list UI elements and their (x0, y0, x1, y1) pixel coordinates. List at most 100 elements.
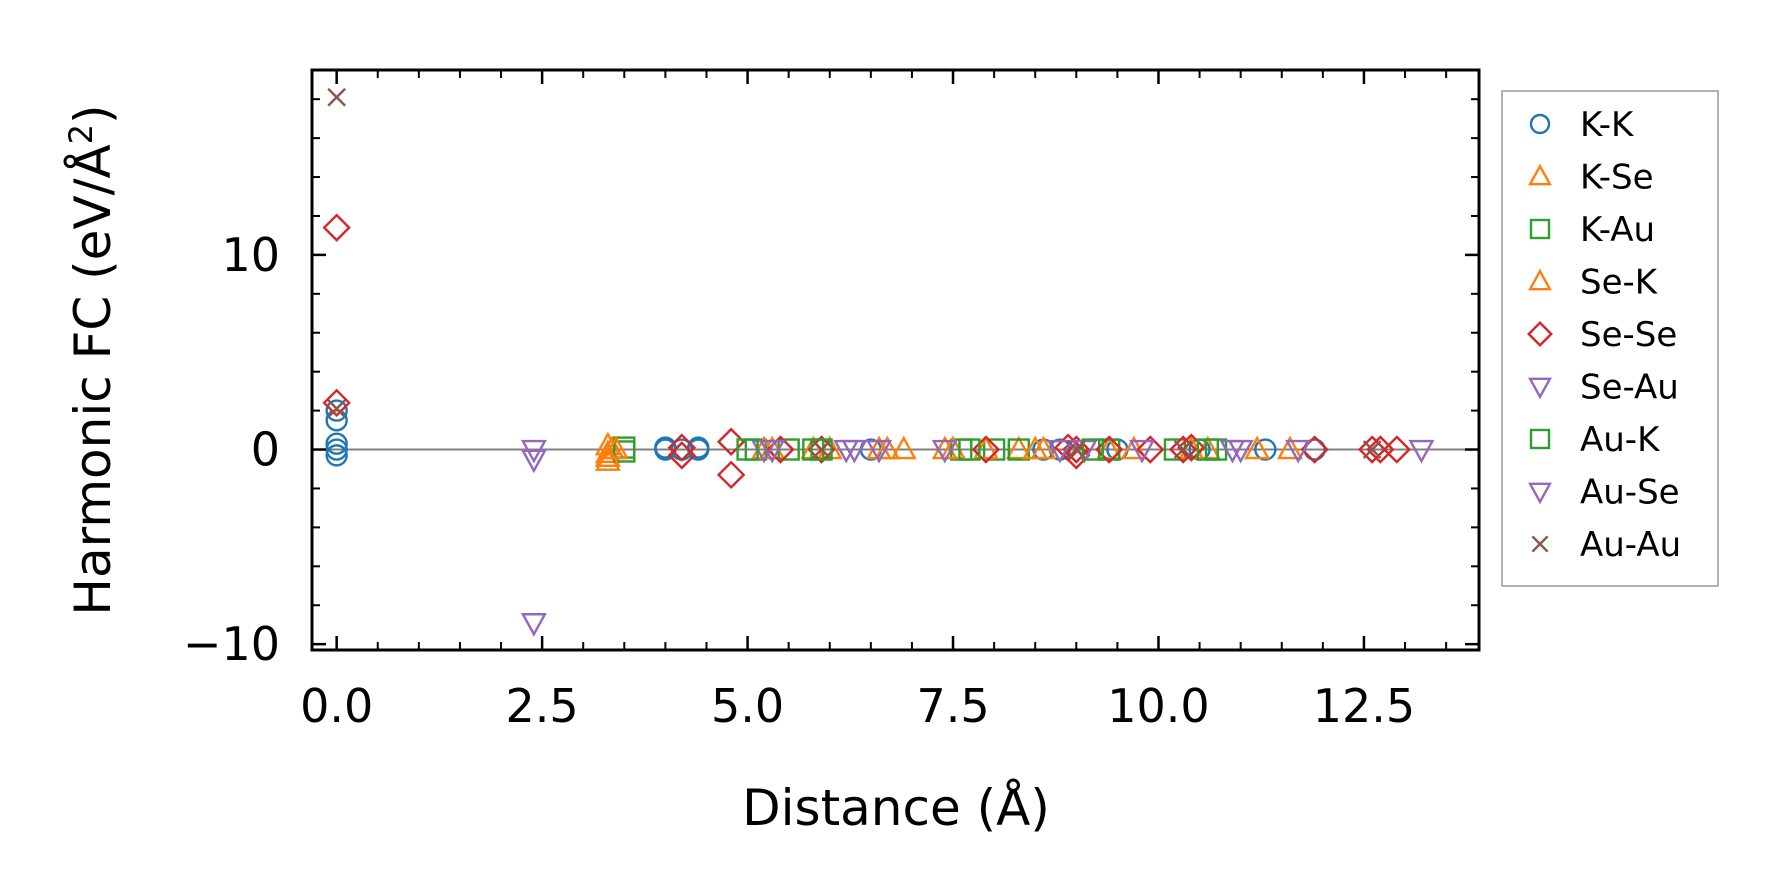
legend-marker (1529, 218, 1551, 240)
series-se-se (322, 213, 1412, 490)
data-point (327, 399, 347, 419)
legend-label: Se-K (1580, 263, 1659, 303)
legend-label: K-K (1580, 105, 1635, 145)
data-point (322, 213, 351, 242)
series-au-au (327, 87, 1382, 459)
legend-marker (1529, 113, 1551, 135)
y-tick-label: −10 (183, 617, 280, 671)
data-point (325, 438, 348, 461)
y-tick-label: 10 (221, 228, 280, 282)
data-point (520, 613, 547, 637)
data-point (866, 439, 893, 464)
legend-marker (1531, 535, 1549, 553)
data-point (1276, 435, 1304, 460)
y-axis-title: Harmonic FC (eV/Å2) (62, 104, 122, 615)
data-point (1357, 435, 1387, 464)
legend-item-k-au: K-Au (1529, 210, 1655, 250)
data-point (613, 440, 636, 463)
data-point (1097, 438, 1121, 461)
legend-label: K-Se (1580, 158, 1654, 198)
x-tick-label: 10.0 (1107, 679, 1209, 733)
data-point (667, 433, 697, 462)
legend-item-se-se: Se-Se (1527, 315, 1677, 355)
data-point (325, 432, 348, 455)
data-point (971, 435, 1001, 464)
data-point (1254, 438, 1277, 461)
data-point (716, 427, 746, 456)
data-point (322, 388, 351, 418)
data-point (1081, 438, 1104, 461)
data-point (807, 435, 836, 464)
data-point (1196, 438, 1219, 461)
data-point (1066, 440, 1086, 459)
legend-item-se-au: Se-Au (1528, 368, 1679, 408)
legend-item-se-k: Se-K (1528, 263, 1659, 303)
y-axis-title-close: ) (64, 104, 122, 124)
y-tick-label: 0 (251, 423, 280, 477)
data-point (890, 435, 917, 460)
data-point (1168, 435, 1198, 464)
legend-label: Se-Au (1580, 368, 1679, 408)
data-point (958, 438, 981, 461)
data-point (1022, 435, 1049, 460)
data-point (759, 439, 786, 464)
data-point (1177, 433, 1206, 462)
x-tick-label: 7.5 (916, 679, 989, 733)
data-point (325, 444, 348, 467)
legend-label: Au-Au (1580, 525, 1681, 565)
data-point (1244, 435, 1271, 460)
data-point (1062, 441, 1091, 470)
data-point (327, 87, 347, 107)
data-point (1227, 439, 1254, 464)
axis-ticks: 0.0 2.5 5.0 7.5 10.0 12.5 −10 0 10 (183, 70, 1479, 733)
series-au-se (759, 439, 1312, 464)
data-point (841, 439, 868, 464)
legend-box (1501, 90, 1719, 587)
data-point (1382, 435, 1412, 464)
data-point (520, 449, 547, 474)
data-point (667, 441, 697, 470)
legend-marker (1528, 482, 1552, 505)
series-au-k (736, 438, 1219, 461)
data-point (1005, 435, 1032, 460)
legend-label: Au-Se (1580, 473, 1680, 513)
legend-marker (1528, 377, 1552, 400)
data-point (812, 440, 831, 459)
legend-marker (1528, 268, 1552, 291)
y-axis-title-main: Harmonic FC (eV/Å (64, 144, 122, 615)
data-point (603, 435, 630, 460)
data-point (1362, 440, 1382, 459)
legend-marker (1527, 321, 1553, 347)
legend-marker (1529, 428, 1551, 450)
data-point (1285, 439, 1312, 464)
data-point (1046, 439, 1073, 464)
legend-label: Au-K (1580, 420, 1661, 460)
plot-frame (310, 68, 1481, 652)
x-tick-label: 0.0 (300, 679, 373, 733)
data-point (325, 399, 348, 422)
data-point (716, 460, 746, 490)
data-point (810, 438, 833, 461)
data-point (866, 435, 893, 460)
x-tick-label: 2.5 (506, 679, 579, 733)
legend-item-au-au: Au-Au (1531, 525, 1681, 565)
data-point (1136, 435, 1165, 464)
legend-label: K-Au (1580, 210, 1655, 250)
data-point (736, 438, 759, 461)
legend-label: Se-Se (1580, 315, 1677, 355)
x-tick-label: 5.0 (711, 679, 784, 733)
legend-marker (1528, 163, 1552, 186)
data-point (1408, 439, 1435, 464)
x-tick-label: 12.5 (1313, 679, 1415, 733)
data-point (1094, 435, 1124, 464)
data-point (931, 439, 958, 464)
plot-area (312, 87, 1479, 637)
legend-item-k-se: K-Se (1528, 158, 1654, 198)
x-axis-title: Distance (Å) (742, 779, 1050, 837)
data-point (1129, 439, 1156, 464)
legend-item-au-se: Au-Se (1528, 473, 1680, 513)
data-point (1173, 440, 1193, 459)
legend-item-k-k: K-K (1529, 105, 1635, 145)
data-point (594, 443, 621, 468)
